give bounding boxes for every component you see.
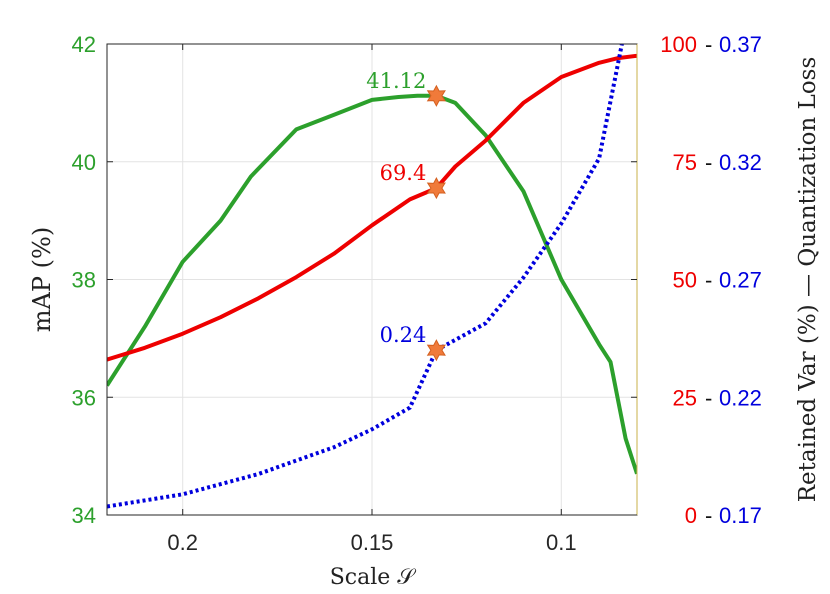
right-tick-separator: - [705, 385, 712, 410]
right-tick-separator: - [705, 150, 712, 175]
right-tick-secondary-label: 0.37 [719, 32, 762, 57]
right-tick-label: 75 [673, 150, 697, 175]
left-tick-label: 40 [72, 150, 96, 175]
x-tick-label: 0.15 [351, 530, 394, 555]
series-line-1 [107, 53, 637, 362]
annotation-label: 41.12 [366, 69, 426, 93]
right-tick-label: 50 [673, 268, 697, 293]
star-marker [426, 177, 446, 200]
right-tick-separator: - [705, 32, 712, 57]
star-marker [426, 84, 446, 107]
right-tick-secondary-label: 0.27 [719, 268, 762, 293]
annotations: 41.12 69.4 0.24 [366, 69, 426, 347]
right-tick-label: 25 [673, 385, 697, 410]
left-tick-label: 34 [72, 503, 96, 528]
right-tick-label: 0 [685, 503, 697, 528]
left-y-axis-label: mAP (%) [28, 227, 56, 332]
series-layer [107, 43, 637, 509]
right-tick-secondary-label: 0.17 [719, 503, 762, 528]
x-tick-label: 0.2 [167, 530, 198, 555]
series-line-0 [107, 93, 637, 475]
x-tick-label: 0.1 [546, 530, 577, 555]
right-tick-secondary-label: 0.32 [719, 150, 762, 175]
right-tick-secondary-label: 0.22 [719, 385, 762, 410]
left-y-axis: 34 36 38 40 42 [72, 32, 113, 528]
series-line-2 [107, 43, 624, 509]
x-axis-label: Scale 𝒮 [330, 565, 417, 590]
x-axis: 0.2 0.15 0.1 [167, 44, 577, 555]
right-y-axis-label: Retained Var (%) — Quantization Loss [795, 57, 821, 503]
grid-lines [107, 43, 637, 516]
highlight-markers [426, 84, 446, 362]
right-tick-separator: - [705, 503, 712, 528]
right-tick-label: 100 [660, 32, 697, 57]
left-tick-label: 38 [72, 268, 96, 293]
right-tick-separator: - [705, 268, 712, 293]
left-tick-label: 42 [72, 32, 96, 57]
left-tick-label: 36 [72, 385, 96, 410]
annotation-label: 69.4 [380, 161, 427, 185]
star-marker [426, 339, 446, 362]
annotation-label: 0.24 [380, 323, 427, 347]
